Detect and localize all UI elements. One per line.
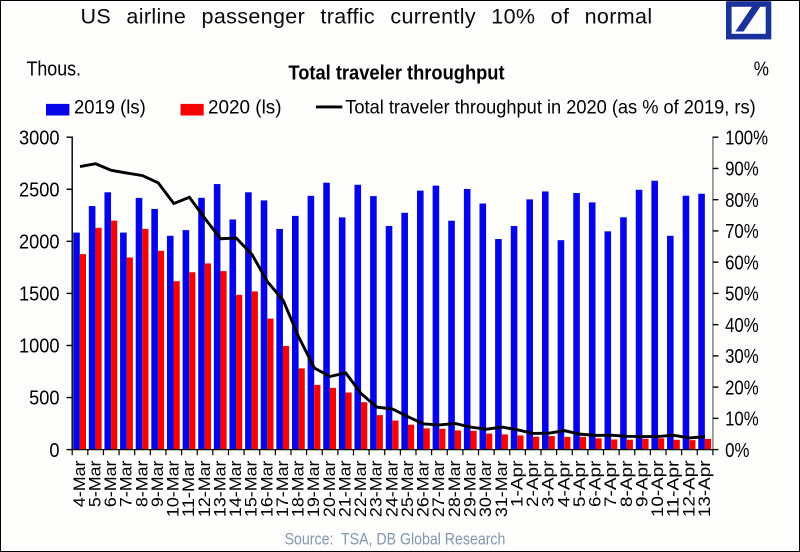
svg-text:19-Mar: 19-Mar <box>305 460 323 517</box>
svg-text:23-Mar: 23-Mar <box>368 460 386 517</box>
svg-text:12-Mar: 12-Mar <box>196 460 214 517</box>
svg-text:10-Apr: 10-Apr <box>649 460 667 517</box>
svg-text:10%: 10% <box>725 409 759 431</box>
svg-text:28-Mar: 28-Mar <box>446 460 464 517</box>
svg-text:%: % <box>754 58 769 80</box>
svg-text:11-Apr: 11-Apr <box>665 460 683 517</box>
svg-text:8-Mar: 8-Mar <box>133 460 151 507</box>
svg-text:9-Mar: 9-Mar <box>149 460 167 507</box>
svg-text:20-Mar: 20-Mar <box>321 460 339 517</box>
svg-text:50%: 50% <box>725 284 759 306</box>
svg-text:4-Apr: 4-Apr <box>555 460 573 507</box>
svg-text:21-Mar: 21-Mar <box>336 460 354 517</box>
svg-text:2020 (ls): 2020 (ls) <box>208 98 282 119</box>
svg-text:13-Apr: 13-Apr <box>696 460 714 517</box>
svg-text:7-Apr: 7-Apr <box>602 460 620 507</box>
svg-text:Total traveler throughput: Total traveler throughput <box>288 63 504 85</box>
svg-text:6-Apr: 6-Apr <box>587 460 605 507</box>
svg-text:30-Mar: 30-Mar <box>477 460 495 517</box>
svg-text:11-Mar: 11-Mar <box>180 460 198 517</box>
svg-text:500: 500 <box>29 388 59 410</box>
svg-text:3000: 3000 <box>19 127 60 149</box>
svg-text:10-Mar: 10-Mar <box>165 460 183 517</box>
svg-text:12-Apr: 12-Apr <box>680 460 698 517</box>
svg-text:27-Mar: 27-Mar <box>430 460 448 517</box>
svg-text:30%: 30% <box>725 346 759 368</box>
svg-text:8-Apr: 8-Apr <box>618 460 636 507</box>
svg-text:5-Apr: 5-Apr <box>571 460 589 507</box>
svg-text:15-Mar: 15-Mar <box>243 460 261 517</box>
svg-text:90%: 90% <box>725 159 759 181</box>
svg-text:2019 (ls): 2019 (ls) <box>74 98 146 119</box>
svg-text:1-Apr: 1-Apr <box>508 460 526 507</box>
svg-text:13-Mar: 13-Mar <box>211 460 229 517</box>
svg-text:100%: 100% <box>725 127 768 149</box>
svg-text:7-Mar: 7-Mar <box>118 460 136 507</box>
svg-text:20%: 20% <box>725 377 759 399</box>
svg-text:5-Mar: 5-Mar <box>86 460 104 507</box>
svg-text:60%: 60% <box>725 252 759 274</box>
svg-text:29-Mar: 29-Mar <box>461 460 479 517</box>
svg-text:31-Mar: 31-Mar <box>493 460 511 517</box>
svg-text:22-Mar: 22-Mar <box>352 460 370 517</box>
svg-text:2000: 2000 <box>19 232 60 254</box>
svg-text:25-Mar: 25-Mar <box>399 460 417 517</box>
svg-text:2500: 2500 <box>19 179 60 201</box>
svg-text:40%: 40% <box>725 315 759 337</box>
svg-text:18-Mar: 18-Mar <box>290 460 308 517</box>
svg-text:0: 0 <box>49 440 59 462</box>
svg-text:US airline passenger traffic c: US airline passenger traffic currently 1… <box>81 5 653 29</box>
svg-text:1000: 1000 <box>19 336 60 358</box>
svg-text:3-Apr: 3-Apr <box>540 460 558 507</box>
svg-text:80%: 80% <box>725 190 759 212</box>
svg-text:2-Apr: 2-Apr <box>524 460 542 507</box>
svg-text:26-Mar: 26-Mar <box>415 460 433 517</box>
svg-text:24-Mar: 24-Mar <box>383 460 401 517</box>
svg-text:Source: TSA, DB Global Resear: Source: TSA, DB Global Research <box>285 531 506 549</box>
svg-text:0%: 0% <box>725 440 749 462</box>
svg-text:14-Mar: 14-Mar <box>227 460 245 517</box>
svg-text:70%: 70% <box>725 221 759 243</box>
svg-text:9-Apr: 9-Apr <box>633 460 651 507</box>
svg-text:17-Mar: 17-Mar <box>274 460 292 517</box>
svg-text:Thous.: Thous. <box>27 59 82 81</box>
svg-text:16-Mar: 16-Mar <box>258 460 276 517</box>
svg-text:6-Mar: 6-Mar <box>102 460 120 507</box>
svg-text:4-Mar: 4-Mar <box>71 460 89 507</box>
svg-text:Total traveler throughput in 2: Total traveler throughput in 2020 (as % … <box>345 98 755 119</box>
svg-text:1500: 1500 <box>19 284 60 306</box>
